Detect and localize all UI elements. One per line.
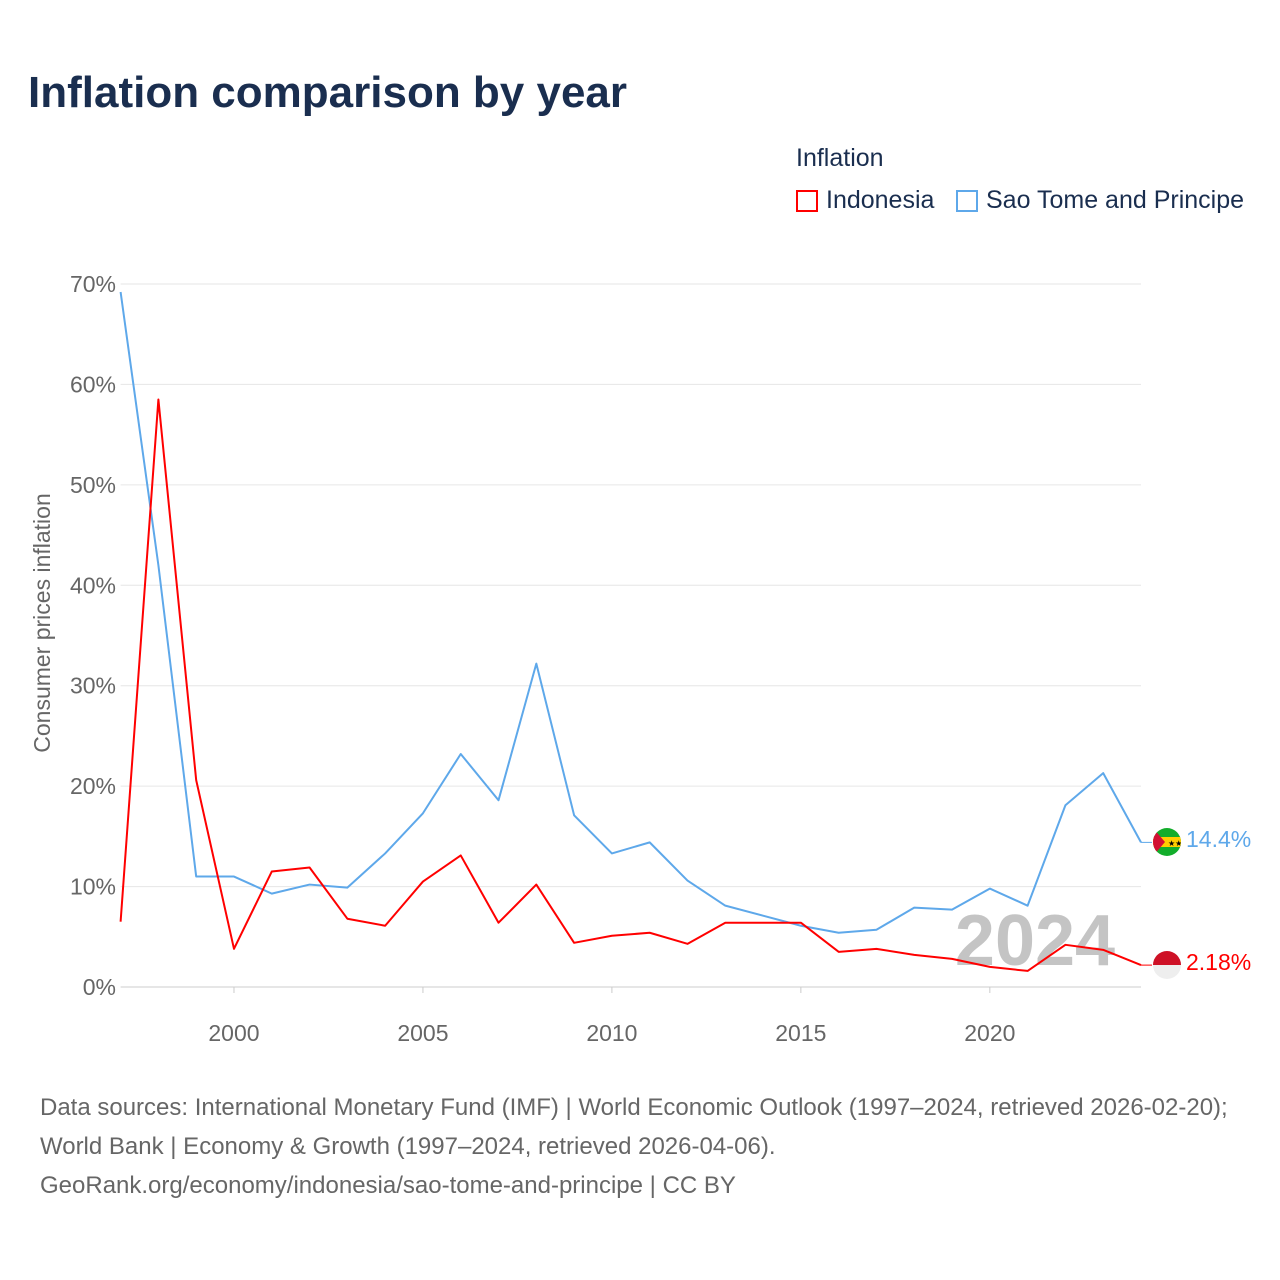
year-watermark: 2024	[955, 901, 1115, 981]
series-line-sao-tome-and-principe[interactable]	[119, 291, 1142, 934]
y-tick-label: 70%	[70, 271, 116, 297]
sources-text: Data sources: International Monetary Fun…	[40, 1094, 1228, 1160]
line-chart: 0% 10% 20% 30% 40% 50% 60% 70% 2000 2005 2010 2015 2…	[29, 271, 1251, 1046]
x-tick-label: 2005	[397, 1020, 448, 1046]
y-tick-label: 10%	[70, 874, 116, 900]
data-sources: Data sources: International Monetary Fun…	[40, 1088, 1250, 1205]
legend-item-indonesia[interactable]: Indonesia	[796, 186, 934, 215]
legend-label: Indonesia	[826, 186, 935, 214]
legend-swatch-sao-tome	[956, 189, 978, 212]
legend-label: Sao Tome and Principe	[986, 186, 1245, 214]
y-tick-label: 40%	[70, 572, 116, 598]
chart-title: Inflation comparison by year	[28, 68, 628, 117]
footer-link[interactable]: GeoRank.org/economy/indonesia/sao-tome-a…	[40, 1172, 736, 1199]
y-tick-label: 60%	[70, 371, 116, 397]
legend-item-sao-tome[interactable]: Sao Tome and Principe	[956, 186, 1244, 215]
flag-sao-tome-icon: ★★	[1153, 828, 1182, 856]
y-tick-label: 50%	[70, 472, 116, 498]
y-tick-label: 20%	[70, 773, 116, 799]
x-tick-label: 2020	[964, 1020, 1015, 1046]
svg-text:★★: ★★	[1168, 839, 1182, 848]
x-tick-label: 2015	[775, 1020, 826, 1046]
end-label-sao-tome: 14.4%	[1186, 826, 1251, 852]
y-tick-label: 0%	[83, 974, 116, 1000]
y-axis-label: Consumer prices inflation	[29, 493, 55, 753]
x-tick-label: 2010	[586, 1020, 637, 1046]
y-tick-label: 30%	[70, 673, 116, 699]
end-label-indonesia: 2.18%	[1186, 949, 1251, 975]
flag-indonesia-icon	[1153, 951, 1181, 979]
legend-title: Inflation	[796, 144, 884, 172]
series-line-indonesia[interactable]	[119, 398, 1142, 972]
x-tick-label: 2000	[208, 1020, 259, 1046]
legend-swatch-indonesia	[796, 189, 818, 212]
